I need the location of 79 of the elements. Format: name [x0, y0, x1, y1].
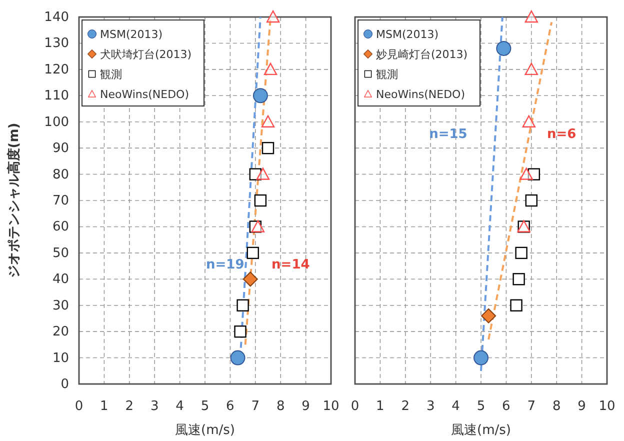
y-tick-label: 20	[52, 324, 69, 340]
x-tick-label: 7	[527, 399, 536, 414]
point	[252, 88, 268, 104]
point	[520, 168, 533, 180]
y-tick-label: 0	[60, 377, 69, 392]
y-tick-label: 10	[52, 350, 69, 366]
point	[525, 194, 538, 207]
y-tick-label: 30	[52, 298, 69, 314]
x-tick-label: 0	[74, 399, 84, 414]
x-tick-label: 1	[100, 399, 108, 414]
x-tick-label: 5	[200, 399, 210, 414]
y-tick-label: 140	[44, 10, 69, 25]
point	[246, 246, 259, 260]
x-tick-label: 3	[150, 399, 159, 414]
y-tick-label: 90	[52, 141, 69, 156]
legend-label: MSM(2013)	[100, 28, 163, 41]
x-tick-label: 8	[276, 399, 285, 414]
point	[251, 220, 265, 232]
point	[512, 273, 525, 286]
y-tick-label: 50	[52, 246, 69, 261]
x-tick-label: 0	[350, 399, 360, 414]
y-axis-title: ジオポテンシャル高度(m)	[6, 122, 22, 278]
point	[524, 10, 538, 23]
point	[510, 299, 522, 312]
legend-label: NeoWins(NEDO)	[376, 88, 466, 101]
x-tick-label: 2	[401, 399, 410, 414]
legend-label: 犬吠埼灯台(2013)	[100, 48, 192, 61]
point	[474, 350, 488, 366]
point	[264, 62, 278, 76]
point	[254, 194, 267, 207]
x-axis-title: 風速(m/s)	[175, 423, 235, 438]
point	[256, 168, 270, 180]
point	[262, 142, 274, 154]
y-tick-label: 130	[44, 36, 69, 52]
legend-label: 観測	[376, 68, 398, 81]
y-tick-label: 110	[44, 88, 69, 104]
point	[266, 10, 280, 23]
point	[236, 299, 249, 312]
point	[496, 40, 512, 56]
point	[522, 115, 536, 128]
y-tick-label: 80	[52, 167, 69, 182]
legend-label: 妙見崎灯台(2013)	[376, 48, 468, 61]
point	[234, 325, 246, 338]
point	[481, 308, 496, 324]
x-tick-label: 9	[302, 399, 310, 414]
point	[515, 246, 528, 260]
y-tick-label: 40	[52, 272, 69, 288]
point	[249, 168, 262, 180]
x-tick-label: 7	[251, 399, 260, 414]
y-tick-label: 100	[44, 114, 69, 130]
x-tick-label: 9	[578, 399, 586, 414]
legend-label: NeoWins(NEDO)	[100, 88, 190, 101]
point	[528, 168, 540, 180]
point	[242, 272, 258, 287]
y-tick-label: 60	[52, 220, 69, 235]
point	[249, 220, 262, 233]
x-tick-label: 6	[502, 399, 510, 414]
annotation: n=6	[547, 127, 576, 142]
legend-label: 観測	[100, 68, 122, 81]
x-tick-label: 3	[426, 399, 435, 414]
x-tick-label: 4	[176, 399, 184, 414]
annotation: n=15	[429, 127, 468, 142]
point	[230, 350, 246, 366]
x-tick-label: 1	[376, 399, 384, 414]
annotation: n=14	[272, 257, 310, 272]
annotation: n=19	[206, 257, 244, 272]
y-tick-label: 70	[52, 194, 69, 208]
legend-label: MSM(2013)	[376, 28, 439, 41]
x-axis-title: 風速(m/s)	[451, 423, 511, 438]
point	[524, 62, 538, 76]
x-tick-label: 6	[226, 399, 234, 414]
y-tick-label: 120	[44, 62, 69, 78]
x-tick-label: 8	[552, 399, 561, 414]
point	[261, 115, 275, 128]
x-tick-label: 4	[452, 399, 460, 414]
x-tick-label: 10	[322, 399, 340, 414]
x-tick-label: 10	[598, 399, 616, 414]
x-tick-label: 2	[125, 399, 134, 414]
x-tick-label: 5	[476, 399, 486, 414]
